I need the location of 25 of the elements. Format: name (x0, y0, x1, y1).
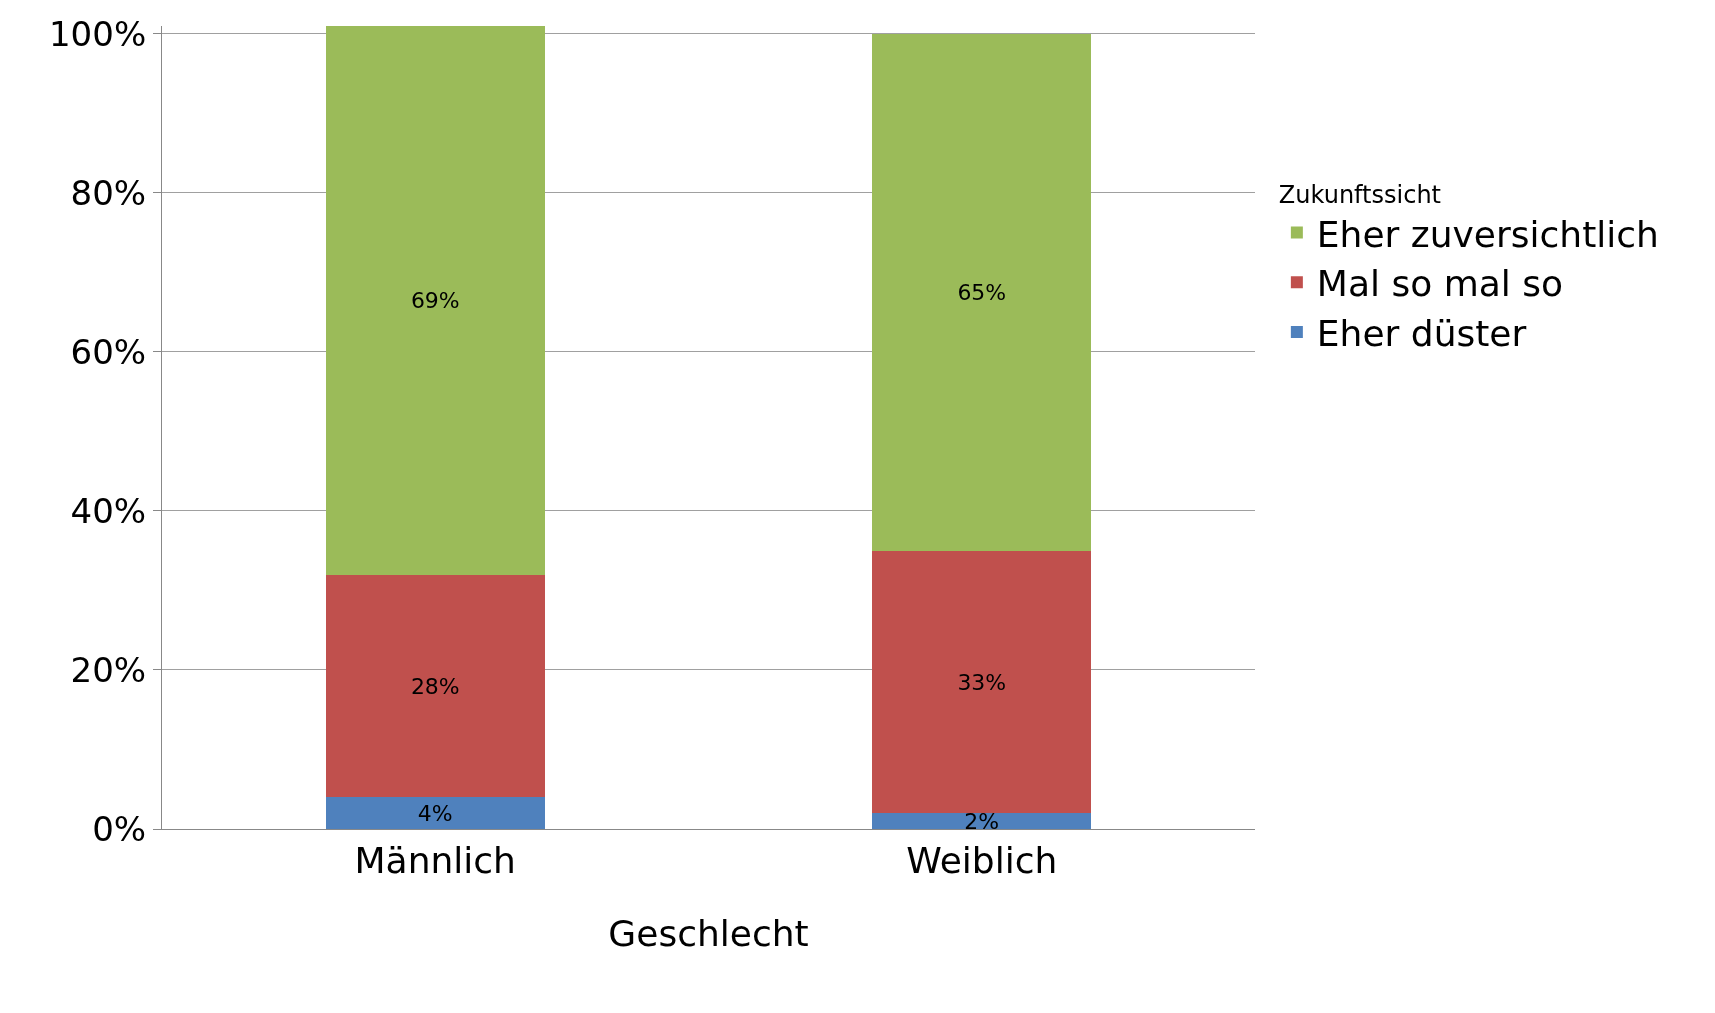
legend-title: Zukunftssicht (1278, 180, 1442, 209)
y-tick-label: 20% (70, 649, 147, 690)
y-tick-label: 0% (92, 808, 147, 849)
legend-label: Eher zuversichtlich (1316, 213, 1659, 255)
y-tick-label: 40% (70, 490, 147, 531)
y-tick-label: 60% (70, 331, 147, 372)
data-label: 65% (957, 280, 1007, 306)
legend-label: Eher düster (1316, 313, 1527, 355)
data-label: 2% (964, 808, 1000, 834)
bar (325, 26, 545, 575)
data-label: 4% (417, 800, 453, 826)
x-tick-label: Weiblich (906, 840, 1058, 882)
data-label: 33% (957, 669, 1007, 695)
bar (872, 550, 1092, 814)
bar (872, 813, 1092, 829)
legend-label: Mal so mal so (1316, 263, 1564, 305)
data-label: 28% (410, 673, 460, 699)
bar (325, 574, 545, 798)
x-axis-title: Geschlecht (608, 912, 809, 954)
x-tick-label: Männlich (354, 840, 516, 882)
y-tick-label: 80% (70, 172, 147, 213)
y-tick-label: 100% (49, 13, 147, 54)
bar (325, 797, 545, 829)
bar (872, 33, 1092, 551)
data-label: 69% (410, 288, 460, 314)
